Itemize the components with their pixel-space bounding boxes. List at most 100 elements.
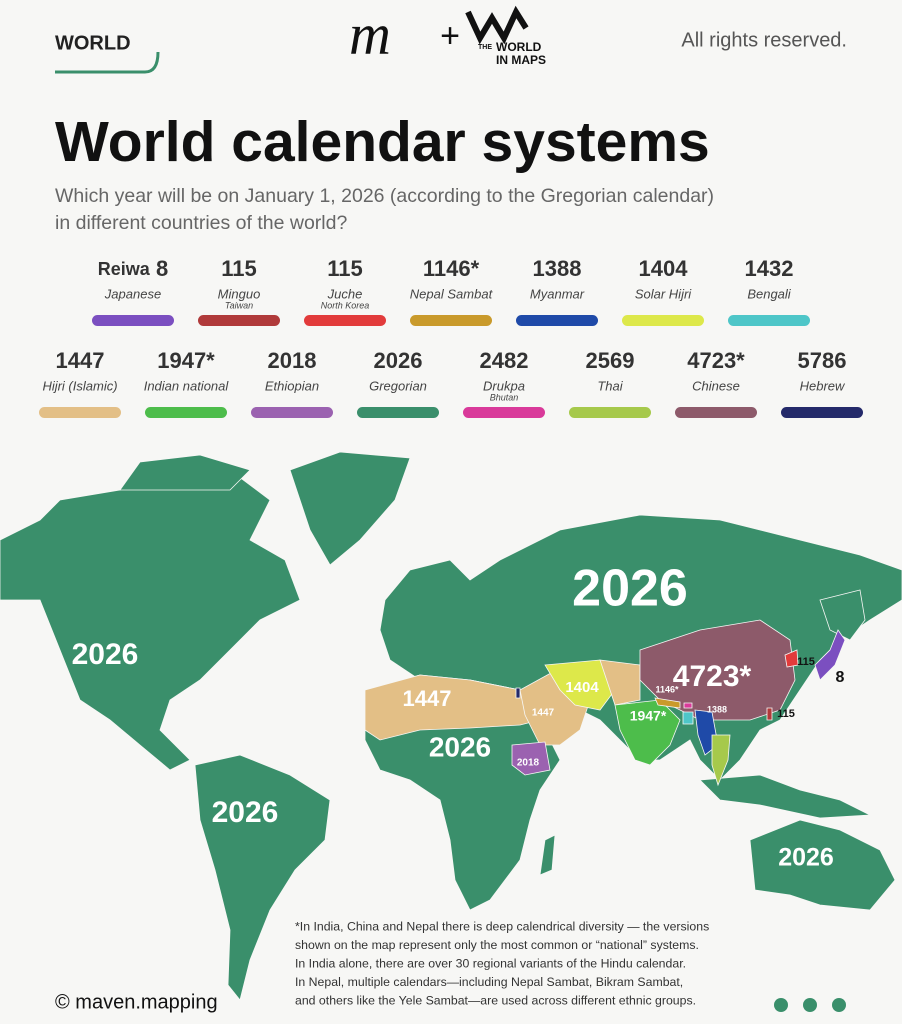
legend-name: Nepal Sambat bbox=[410, 286, 494, 301]
rights: All rights reserved. bbox=[681, 29, 847, 51]
legend-swatch bbox=[569, 407, 651, 418]
legend-year: 115 bbox=[327, 256, 363, 281]
map-label: 2026 bbox=[72, 638, 139, 671]
legend-year: 1146* bbox=[423, 256, 480, 281]
map-labels: 2026 2026 1447 2026 2026 2026 4723* 1404 1447 114… bbox=[72, 560, 845, 872]
map-label: 115 bbox=[777, 708, 795, 720]
nepal-region bbox=[654, 697, 681, 709]
indonesia bbox=[699, 774, 872, 819]
logo-plus: + bbox=[440, 17, 460, 55]
north-america bbox=[0, 469, 301, 771]
legend-swatch bbox=[622, 315, 704, 326]
legend-year: 5786 bbox=[798, 348, 847, 373]
ethiopia-region bbox=[511, 741, 551, 776]
bengal-region bbox=[682, 711, 694, 725]
map-label: 1447 bbox=[403, 686, 452, 711]
legend-swatch bbox=[304, 315, 386, 326]
legend-name: Japanese bbox=[104, 286, 161, 301]
australia bbox=[749, 819, 896, 911]
legend-note: Bhutan bbox=[490, 392, 519, 402]
credit: © maven.mapping bbox=[55, 991, 218, 1013]
subtitle: Which year will be on January 1, 2026 (a… bbox=[55, 185, 714, 207]
legend-year: 2026 bbox=[374, 348, 423, 373]
map-label: 2026 bbox=[572, 560, 688, 618]
legend-name: Thai bbox=[597, 378, 623, 393]
legend-name: Bengali bbox=[747, 286, 791, 301]
legend-prefix: Reiwa bbox=[98, 259, 151, 279]
legend-name: Hebrew bbox=[800, 378, 846, 393]
bhutan-region bbox=[683, 702, 693, 709]
legend-name: Hijri (Islamic) bbox=[42, 378, 117, 393]
legend-year: 1388 bbox=[533, 256, 582, 281]
legend-name: Chinese bbox=[692, 378, 740, 393]
legend-swatch bbox=[410, 315, 492, 326]
legend-name: Drukpa bbox=[483, 378, 525, 393]
subtitle: in different countries of the world? bbox=[55, 212, 347, 234]
brand-line: THE bbox=[478, 44, 492, 51]
legend-swatch bbox=[39, 407, 121, 418]
map-label: 2026 bbox=[212, 796, 279, 829]
map-label: 1146* bbox=[655, 684, 679, 694]
legend-name: Juche bbox=[327, 286, 363, 301]
legend-year: 115 bbox=[221, 256, 257, 281]
footnote-line: shown on the map represent only the most… bbox=[295, 938, 699, 952]
map-label: 8 bbox=[836, 669, 845, 686]
footnote-line: In Nepal, multiple calendars—including N… bbox=[295, 975, 683, 989]
legend-name: Indian national bbox=[144, 378, 230, 393]
world-map bbox=[0, 451, 902, 1001]
legend-name: Gregorian bbox=[369, 378, 427, 393]
legend-year: 2569 bbox=[586, 348, 635, 373]
header-tag: WORLD bbox=[55, 32, 131, 54]
legend-swatch bbox=[675, 407, 757, 418]
legend-swatch bbox=[251, 407, 333, 418]
hijri-region bbox=[364, 674, 541, 741]
legend-name: Ethiopian bbox=[265, 378, 319, 393]
map-label: 1388 bbox=[707, 704, 727, 714]
legend-swatch bbox=[516, 315, 598, 326]
brand-line: IN MAPS bbox=[496, 53, 546, 67]
south-america bbox=[194, 754, 331, 1001]
dot bbox=[803, 998, 817, 1012]
north-korea-region bbox=[784, 649, 799, 668]
legend-note: Taiwan bbox=[225, 300, 253, 310]
arctic-islands bbox=[119, 454, 251, 491]
legend-name: Solar Hijri bbox=[635, 286, 692, 301]
greenland bbox=[289, 451, 411, 566]
taiwan-region bbox=[766, 707, 773, 721]
hijri-region bbox=[599, 659, 641, 706]
brand-icon bbox=[465, 5, 529, 45]
footnote-line: In India alone, there are over 30 region… bbox=[295, 956, 686, 970]
madagascar bbox=[539, 834, 556, 876]
legend-year: 1447 bbox=[56, 348, 105, 373]
footnote: *In India, China and Nepal there is deep… bbox=[295, 919, 709, 1007]
footnote-line: and others like the Yele Sambat—are used… bbox=[295, 993, 696, 1007]
legend-swatch bbox=[463, 407, 545, 418]
legend-name: Minguo bbox=[218, 286, 261, 301]
map-label: 115 bbox=[797, 656, 815, 668]
map-label: 1947* bbox=[630, 708, 667, 724]
legend-swatch bbox=[198, 315, 280, 326]
legend-year: 1432 bbox=[745, 256, 794, 281]
thai-region bbox=[711, 734, 731, 787]
legend-year: 2482 bbox=[480, 348, 529, 373]
japan-region bbox=[819, 589, 866, 641]
map-label: 2018 bbox=[517, 758, 540, 769]
legend-year: 1404 bbox=[639, 256, 689, 281]
map-label: 4723* bbox=[673, 660, 752, 693]
map-label: 1404 bbox=[565, 679, 599, 696]
legend-year: 1947* bbox=[157, 348, 215, 373]
dot bbox=[832, 998, 846, 1012]
legend-swatch bbox=[92, 315, 174, 326]
legend-swatch bbox=[728, 315, 810, 326]
china-region bbox=[639, 619, 796, 721]
legend-swatch bbox=[145, 407, 227, 418]
map-label: 2026 bbox=[429, 731, 491, 762]
legend-year: 2018 bbox=[268, 348, 317, 373]
legend-swatch bbox=[357, 407, 439, 418]
map-label: 1447 bbox=[532, 708, 555, 719]
dot bbox=[774, 998, 788, 1012]
tag-underline bbox=[55, 51, 160, 74]
title: World calendar systems bbox=[55, 110, 710, 174]
